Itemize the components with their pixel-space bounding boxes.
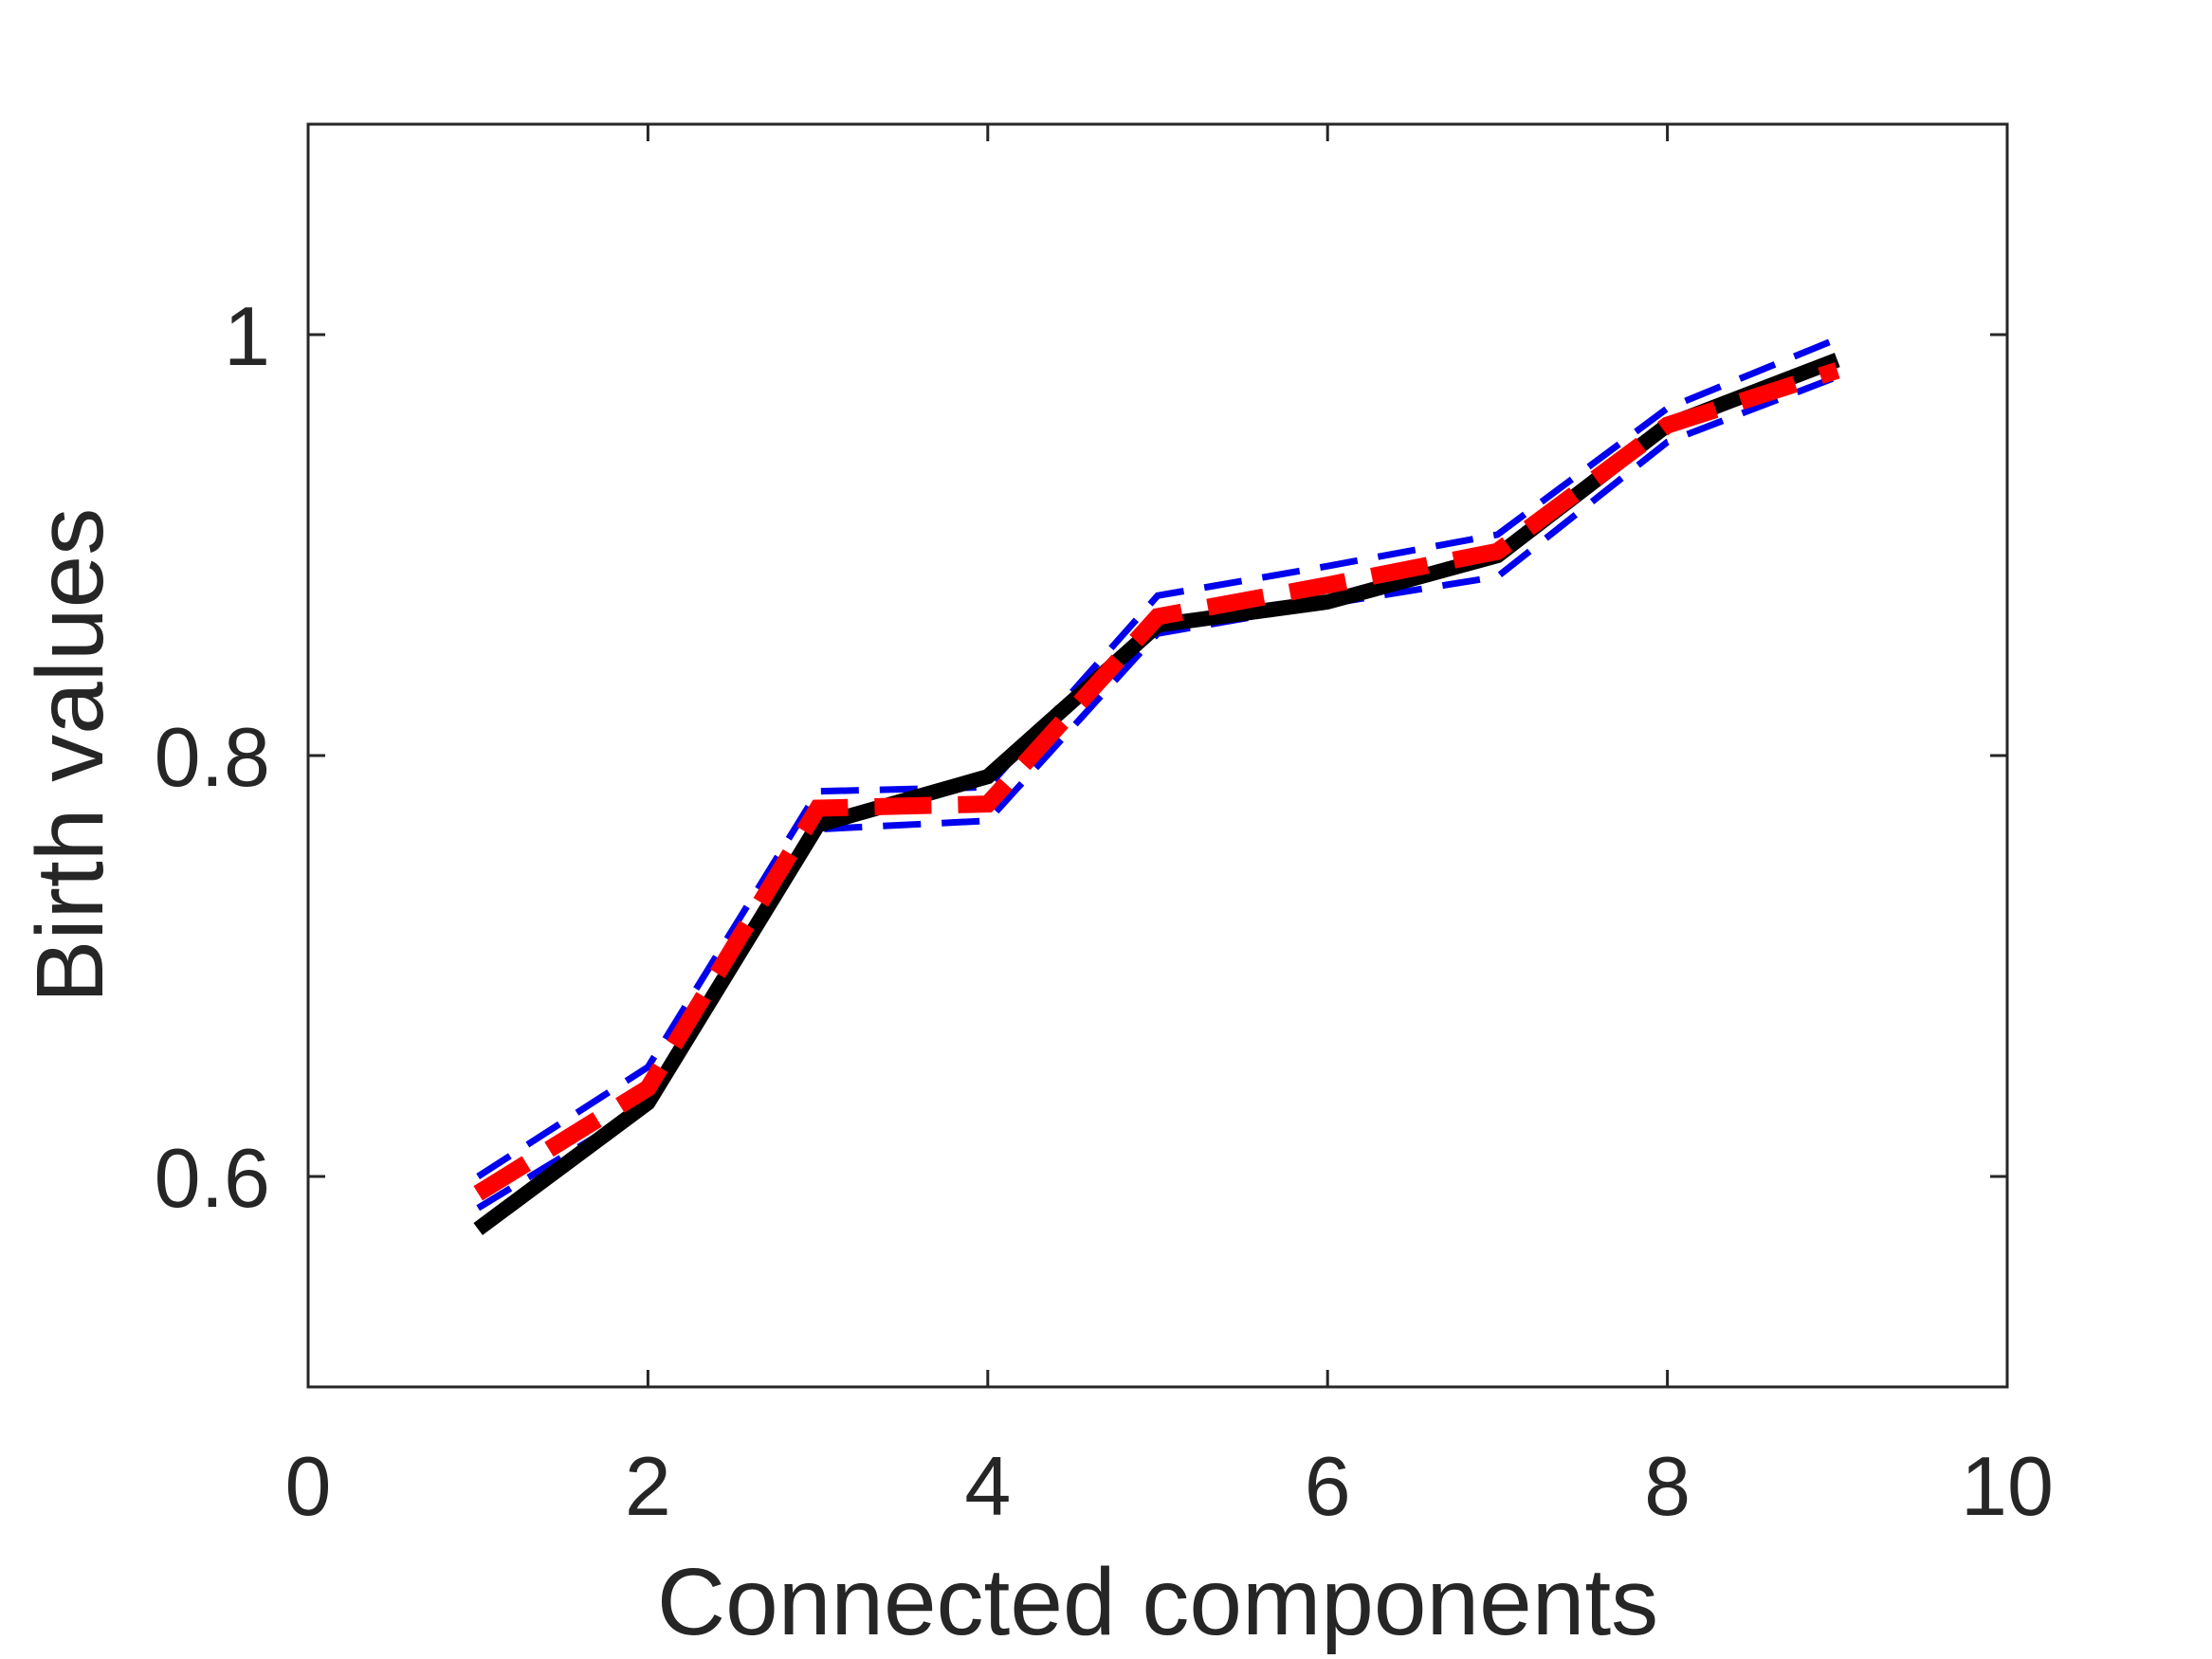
series-line-2 [476,336,1839,1179]
x-axis-label: Connected components [657,1549,1658,1655]
series-line-1 [473,362,1840,1201]
series-lines [473,336,1840,1235]
x-tick-label: 0 [285,1439,332,1533]
tick-marks [306,124,2009,1387]
x-tick-label: 10 [1961,1439,2054,1533]
y-tick-label: 1 [224,289,270,383]
x-tick-label: 6 [1305,1439,1351,1533]
y-axis-label: Birth values [17,508,123,1003]
x-tick-label: 8 [1644,1439,1691,1533]
x-tick-label: 4 [964,1439,1011,1533]
y-tick-label: 0.6 [155,1131,270,1225]
x-tick-labels: 0 2 4 6 8 10 [285,1439,2054,1533]
plot-area [306,122,2009,1389]
x-tick-label: 2 [625,1439,671,1533]
y-tick-label: 0.8 [155,710,270,804]
y-tick-labels: 0.6 0.8 1 [155,289,270,1225]
